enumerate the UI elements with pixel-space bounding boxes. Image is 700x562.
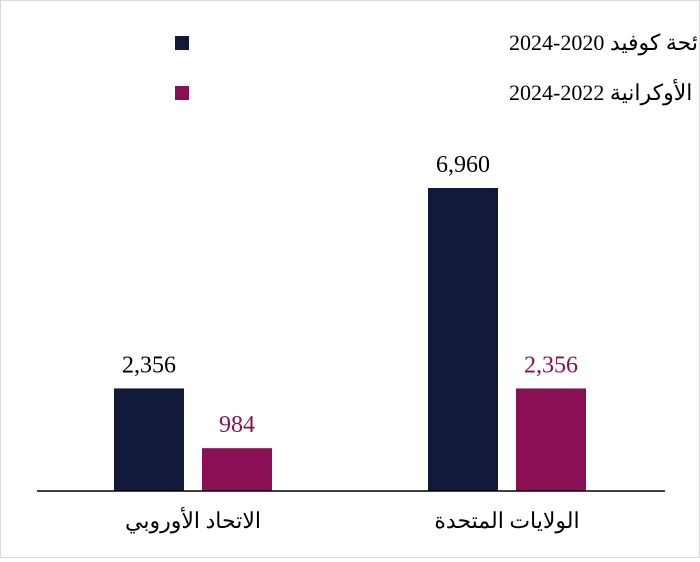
legend-label-1: بعد جائحة كوفيد 2020-2024 [509,30,699,56]
legend-swatch-2 [175,86,189,100]
legend: بعد جائحة كوفيد 2020-2024 بعد الحرب الأوك… [175,30,700,106]
legend-swatch-1 [175,36,189,50]
bar-2-1 [428,188,498,491]
value-label-1-2: 984 [219,412,255,438]
category-label-2: الولايات المتحدة [434,508,579,534]
bars [114,188,586,491]
value-label-2-2: 2,356 [524,352,578,378]
bar-1-1 [114,388,184,491]
value-label-1-1: 2,356 [122,352,176,378]
data-labels: 2,356 984 6,960 2,356 [122,152,578,438]
bar-1-2 [202,448,272,491]
value-label-2-1: 6,960 [436,152,490,178]
bar-2-2 [516,388,586,491]
category-label-1: الاتحاد الأوروبي [125,506,261,534]
category-labels: الاتحاد الأوروبي الولايات المتحدة [125,506,580,534]
legend-label-2: بعد الحرب الأوكرانية 2022-2024 [509,78,699,106]
